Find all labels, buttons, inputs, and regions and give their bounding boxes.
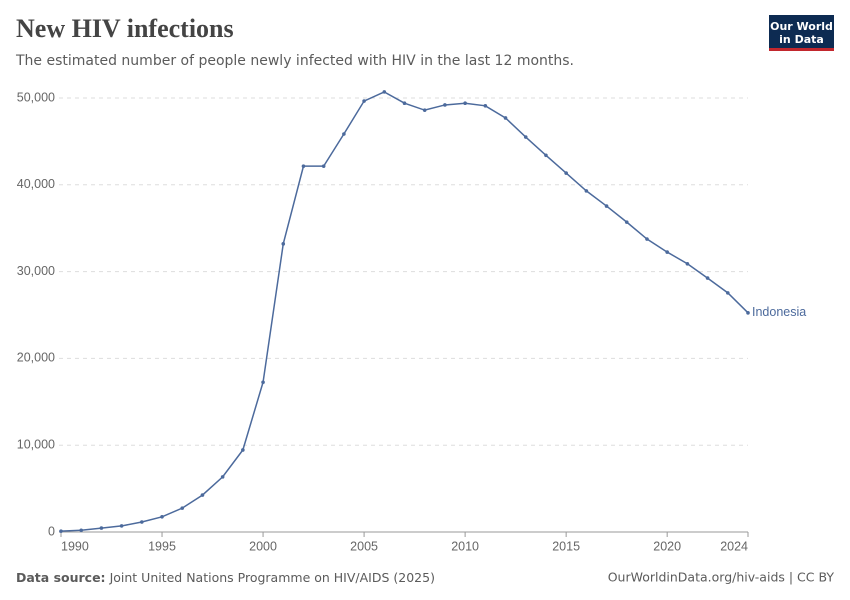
point: [584, 189, 589, 193]
source-label: Data source:: [16, 570, 106, 585]
y-tick-label: 40,000: [17, 177, 55, 191]
point: [160, 515, 164, 519]
point: [624, 220, 629, 224]
series-label: Indonesia: [752, 305, 806, 319]
point: [645, 237, 649, 241]
logo-box: [769, 15, 834, 50]
y-tick-label: 30,000: [17, 264, 55, 278]
point: [382, 90, 387, 94]
point: [342, 132, 346, 136]
point: [705, 276, 710, 280]
point: [180, 506, 185, 510]
point: [725, 291, 730, 295]
x-tick-label: 2000: [249, 539, 277, 553]
point: [544, 153, 548, 158]
x-tick-label: 1995: [148, 539, 176, 553]
point: [443, 103, 447, 107]
point: [402, 101, 407, 106]
point: [281, 242, 286, 246]
x-tick-label: 2005: [350, 539, 378, 553]
logo-text: in Data: [779, 33, 824, 46]
point: [220, 475, 225, 479]
point: [685, 261, 690, 266]
subtitle: The estimated number of people newly inf…: [15, 53, 574, 69]
x-tick-label: 2015: [552, 539, 580, 553]
x-tick-label: 2024: [720, 539, 748, 553]
footer-link[interactable]: OurWorldinData.org/hiv-aids | CC BY: [608, 570, 835, 585]
source-line: Data source: Joint United Nations Program…: [16, 570, 435, 585]
logo-stripe: [769, 48, 834, 51]
point: [261, 380, 265, 385]
y-tick-label: 50,000: [17, 90, 55, 104]
point: [604, 204, 609, 208]
point: [523, 135, 528, 139]
point: [564, 171, 568, 175]
point: [59, 529, 63, 533]
y-tick-label: 20,000: [17, 351, 55, 365]
point: [321, 164, 326, 168]
point: [362, 99, 366, 103]
point: [200, 493, 205, 497]
point: [99, 526, 104, 530]
point: [301, 164, 306, 168]
x-tick-label: 2020: [653, 539, 681, 553]
logo[interactable]: Our World in Data: [769, 15, 834, 51]
point: [483, 104, 488, 108]
source: Joint United Nations Programme on HIV/AI…: [109, 570, 435, 585]
point: [241, 448, 245, 452]
x-tick-label: 2010: [451, 539, 479, 553]
chart-title: New HIV infections: [16, 14, 234, 43]
point: [463, 101, 467, 106]
y-tick-label: 0: [48, 524, 55, 538]
point: [119, 524, 124, 528]
point: [140, 520, 144, 524]
point: [79, 528, 84, 533]
x-tick-label: 1990: [61, 539, 89, 553]
point: [665, 250, 669, 254]
point: [746, 311, 750, 315]
point: [422, 108, 427, 112]
line: [60, 91, 749, 532]
y-tick-label: 10,000: [17, 437, 55, 451]
point: [503, 116, 508, 120]
logo-text: Our World: [770, 20, 833, 33]
